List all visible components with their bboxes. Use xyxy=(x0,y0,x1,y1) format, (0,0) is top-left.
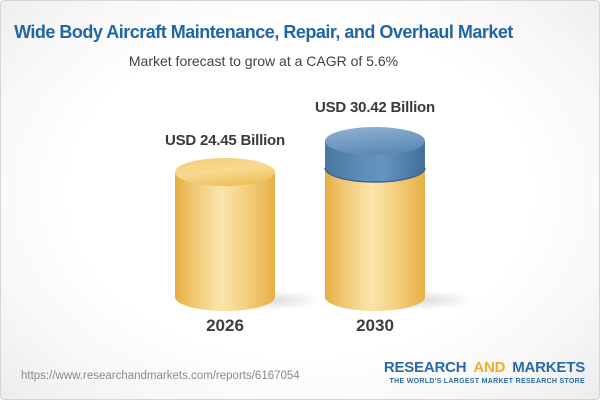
cylinder-2026-top xyxy=(175,158,275,186)
value-label-2026: USD 24.45 Billion xyxy=(165,132,285,149)
category-label-2026: 2026 xyxy=(206,316,244,335)
report-url: https://www.researchandmarkets.com/repor… xyxy=(21,370,300,382)
cylinder-2026-body xyxy=(175,172,275,311)
value-label-2030: USD 30.42 Billion xyxy=(315,99,435,116)
page-subtitle: Market forecast to grow at a CAGR of 5.6… xyxy=(128,53,399,69)
research-and-markets-logo: RESEARCH AND MARKETS THE WORLD'S LARGEST… xyxy=(384,359,585,387)
cylinder-2030-body xyxy=(325,168,425,311)
logo-word-markets: MARKETS xyxy=(512,359,585,376)
logo-tagline: THE WORLD'S LARGEST MARKET RESEARCH STOR… xyxy=(389,378,585,385)
logo-word-research: RESEARCH xyxy=(383,359,467,376)
cylinder-2030-segment-edge xyxy=(324,167,426,183)
cylinder-2026 xyxy=(175,158,275,311)
cylinder-2030 xyxy=(324,127,426,311)
cylinder-2030-top xyxy=(325,127,425,155)
logo-word-and: AND xyxy=(473,359,506,376)
category-label-2030: 2030 xyxy=(356,316,394,335)
logo-wordmark: RESEARCH AND MARKETS xyxy=(384,359,585,376)
page-title: Wide Body Aircraft Maintenance, Repair, … xyxy=(14,22,513,42)
